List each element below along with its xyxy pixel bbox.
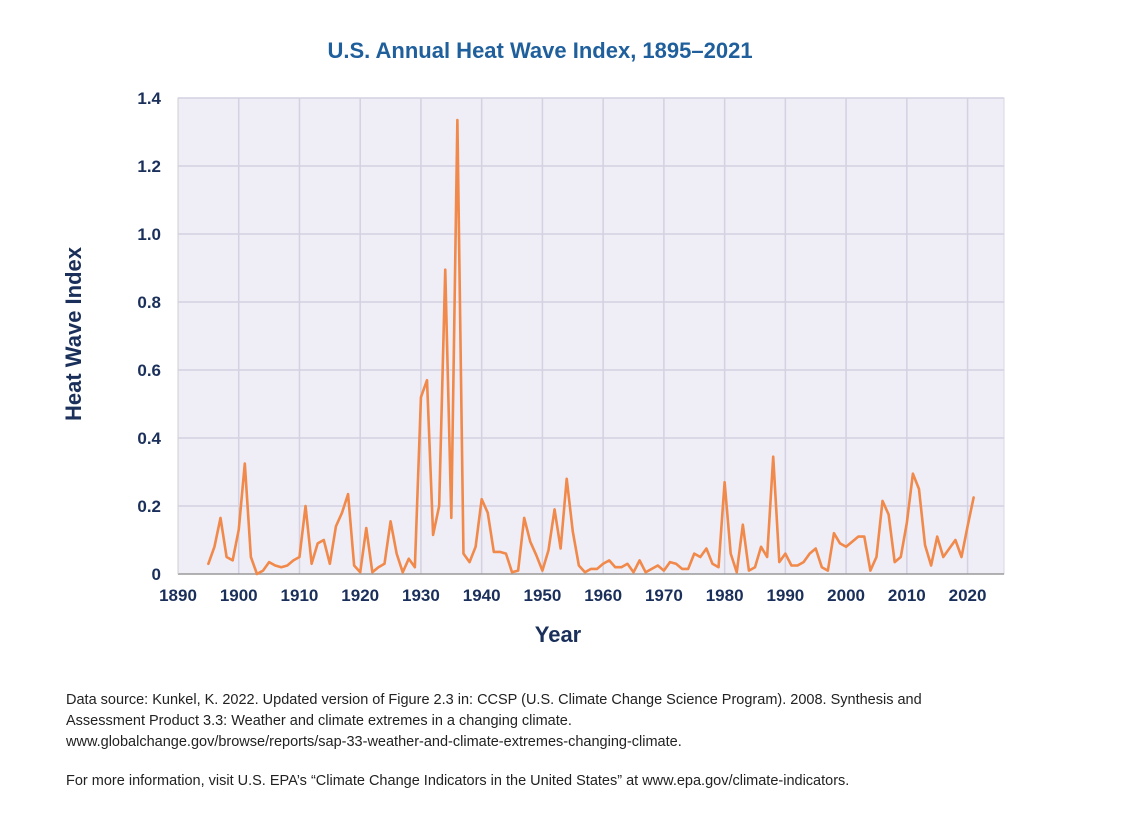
x-tick-label: 1960 — [584, 586, 622, 605]
x-tick-label: 1930 — [402, 586, 440, 605]
footnote: Data source: Kunkel, K. 2022. Updated ve… — [66, 690, 1066, 792]
y-tick-label: 0.2 — [137, 497, 161, 516]
y-tick-label: 0.8 — [137, 293, 161, 312]
x-tick-label: 1900 — [220, 586, 258, 605]
x-tick-labels: 1890 1900 1910 1920 1930 1940 1950 1960 1970 1980… — [159, 586, 986, 605]
y-tick-label: 1.0 — [137, 225, 161, 244]
grid-lines — [178, 97, 1004, 574]
footnote-line: For more information, visit U.S. EPA’s “… — [66, 773, 850, 789]
x-tick-label: 1980 — [706, 586, 744, 605]
y-tick-label: 1.2 — [137, 157, 161, 176]
x-tick-label: 1910 — [281, 586, 319, 605]
y-tick-label: 0.4 — [137, 429, 161, 448]
x-tick-label: 2000 — [827, 586, 865, 605]
x-tick-label: 1920 — [341, 586, 379, 605]
x-tick-label: 1940 — [463, 586, 501, 605]
y-axis-title: Heat Wave Index — [61, 246, 86, 421]
footnote-line: www.globalchange.gov/browse/reports/sap-… — [66, 734, 682, 750]
x-tick-label: 1950 — [523, 586, 561, 605]
y-tick-labels: 0 0.2 0.4 0.6 0.8 1.0 1.2 1.4 — [137, 89, 161, 584]
series-group — [207, 118, 975, 576]
y-tick-label: 1.4 — [137, 89, 161, 108]
series-line — [207, 118, 975, 576]
x-tick-label: 1970 — [645, 586, 683, 605]
x-tick-label: 2010 — [888, 586, 926, 605]
y-tick-label: 0.6 — [137, 361, 161, 380]
chart-title: U.S. Annual Heat Wave Index, 1895–2021 — [327, 38, 753, 63]
x-tick-label: 1990 — [766, 586, 804, 605]
footnote-line: Data source: Kunkel, K. 2022. Updated ve… — [66, 692, 922, 708]
footnote-line: Assessment Product 3.3: Weather and clim… — [66, 713, 572, 729]
y-tick-label: 0 — [152, 565, 161, 584]
x-tick-label: 1890 — [159, 586, 197, 605]
heat-wave-chart: 1890 1900 1910 1920 1930 1940 1950 1960 1970 1980… — [61, 89, 1005, 647]
plot-area — [177, 97, 1005, 575]
x-tick-label: 2020 — [949, 586, 987, 605]
x-axis-title: Year — [535, 622, 582, 647]
